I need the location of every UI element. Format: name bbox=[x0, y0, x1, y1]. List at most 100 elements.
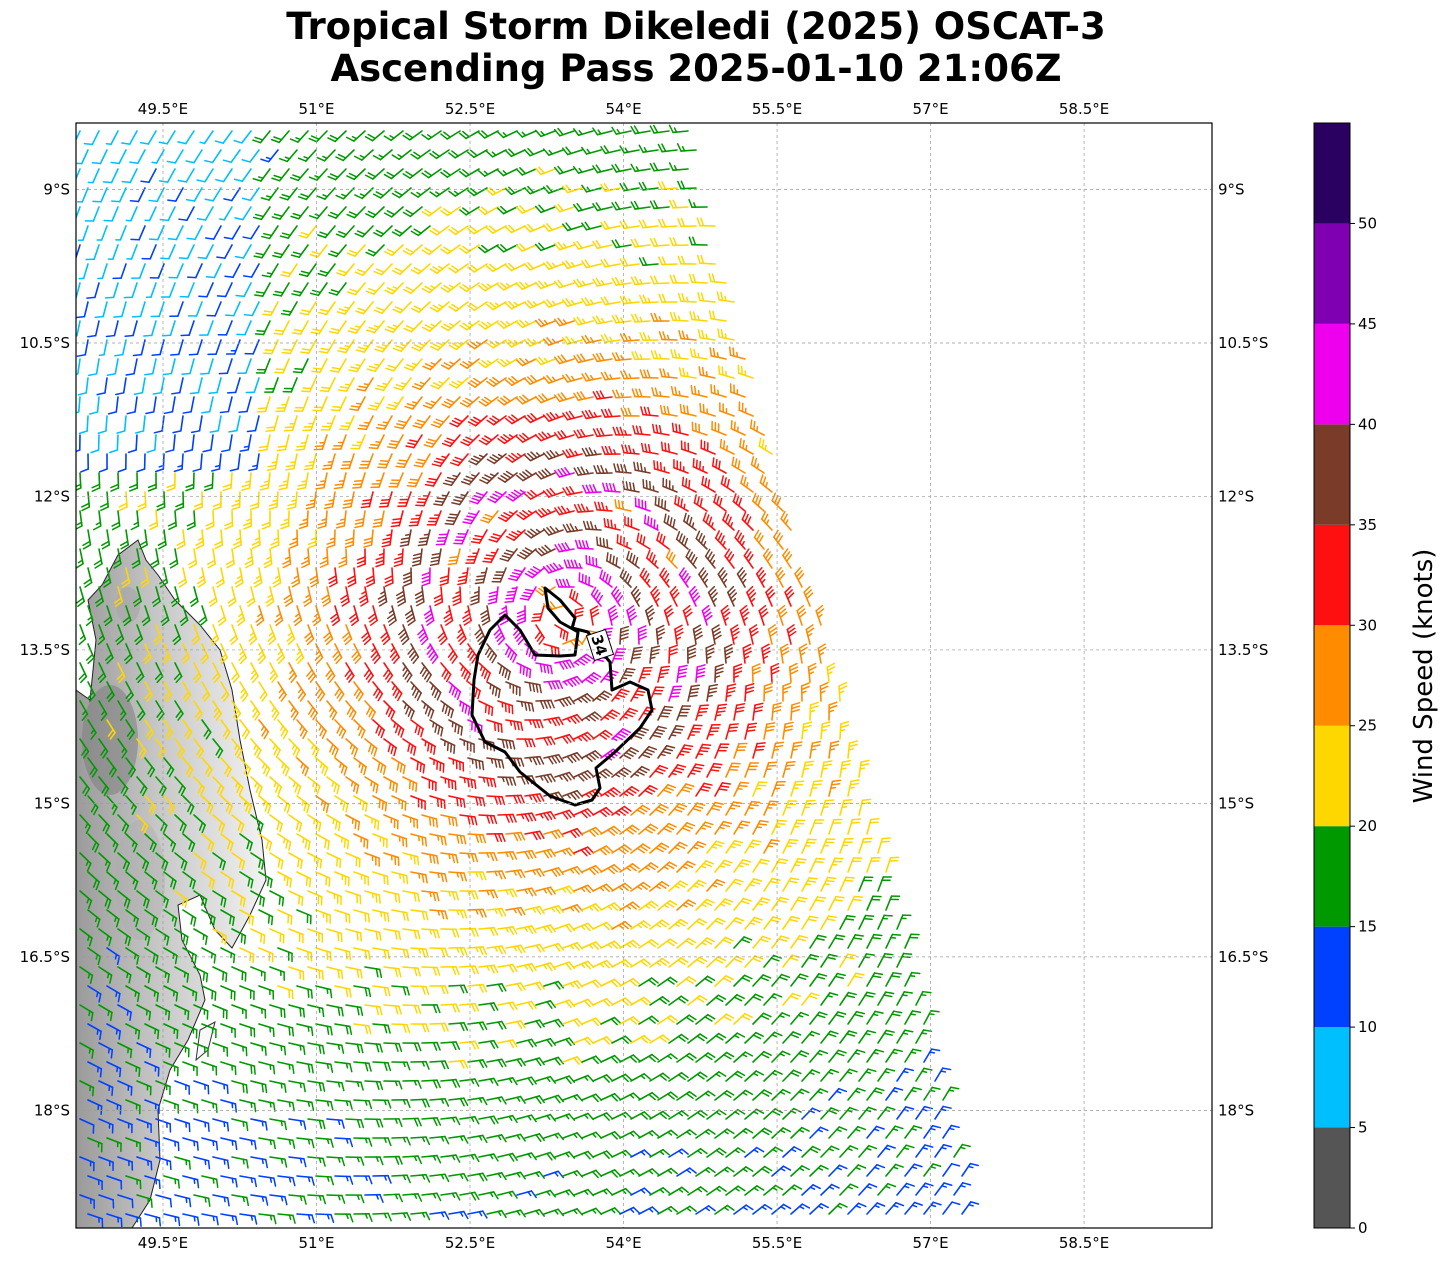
wind-barb bbox=[839, 720, 850, 740]
wind-barb bbox=[125, 1213, 142, 1227]
wind-barb bbox=[866, 1087, 885, 1101]
wind-barb bbox=[839, 759, 852, 778]
wind-barb bbox=[720, 475, 735, 493]
wind-barb bbox=[87, 909, 101, 928]
wind-barb bbox=[462, 510, 480, 525]
wind-barb bbox=[706, 723, 721, 740]
wind-barb bbox=[600, 709, 621, 721]
wind-barb bbox=[581, 221, 602, 231]
wind-barb bbox=[668, 124, 689, 134]
wind-barb bbox=[261, 225, 279, 240]
wind-barb bbox=[239, 909, 255, 926]
wind-barb bbox=[258, 909, 274, 926]
wind-barb bbox=[250, 1194, 269, 1206]
wind-barb bbox=[353, 985, 372, 998]
wind-barb bbox=[281, 339, 298, 355]
wind-barb bbox=[117, 928, 132, 947]
wind-barb bbox=[453, 529, 469, 545]
wind-barb bbox=[125, 757, 136, 778]
wind-barb bbox=[488, 529, 507, 543]
wind-barb bbox=[106, 985, 121, 1003]
wind-barb bbox=[543, 680, 564, 690]
wind-barb bbox=[125, 1023, 141, 1040]
wind-barb bbox=[801, 992, 820, 1006]
wind-barb bbox=[76, 472, 82, 491]
wind-barb bbox=[312, 396, 328, 412]
wind-barb bbox=[440, 282, 461, 293]
wind-barb bbox=[524, 719, 544, 729]
lon-tick-top: 55.5°E bbox=[752, 100, 802, 118]
wind-barb bbox=[220, 795, 233, 815]
wind-barb bbox=[763, 1184, 784, 1196]
wind-barb bbox=[219, 643, 228, 665]
wind-barb bbox=[707, 585, 718, 607]
wind-barb bbox=[752, 1089, 773, 1101]
wind-barb bbox=[235, 282, 252, 298]
wind-barb bbox=[465, 548, 480, 564]
wind-barb bbox=[669, 199, 689, 209]
wind-barb bbox=[942, 1201, 961, 1215]
wind-barb bbox=[201, 1023, 217, 1039]
wind-barb bbox=[429, 149, 450, 160]
wind-barb bbox=[611, 844, 632, 855]
colorbar-tick-label: 50 bbox=[1358, 214, 1377, 232]
wind-barb bbox=[497, 470, 518, 483]
wind-barb bbox=[354, 263, 374, 276]
wind-barb bbox=[307, 700, 319, 721]
wind-barb bbox=[771, 1088, 791, 1101]
wind-barb bbox=[847, 895, 864, 911]
wind-barb bbox=[372, 1099, 392, 1109]
wind-barb bbox=[714, 530, 727, 550]
lon-tick-top: 52.5°E bbox=[445, 100, 495, 118]
wind-barb bbox=[534, 356, 556, 366]
wind-barb bbox=[430, 415, 450, 429]
wind-barb bbox=[174, 1004, 190, 1021]
wind-barb bbox=[201, 1099, 218, 1114]
wind-barb bbox=[318, 339, 336, 354]
wind-barb bbox=[668, 1148, 689, 1158]
wind-barb bbox=[349, 396, 366, 411]
wind-barb bbox=[771, 1127, 792, 1139]
wind-barb bbox=[321, 586, 331, 607]
wind-barb bbox=[592, 921, 614, 931]
wind-barb bbox=[771, 1050, 791, 1063]
wind-barb bbox=[708, 272, 727, 284]
wind-barb bbox=[421, 1192, 442, 1202]
wind-barb bbox=[448, 225, 469, 236]
wind-barb bbox=[334, 1213, 354, 1223]
wind-barb bbox=[866, 856, 881, 873]
wind-barb bbox=[179, 282, 195, 298]
wind-radius-label: 34 bbox=[587, 633, 611, 658]
wind-barb bbox=[554, 923, 576, 933]
wind-barb bbox=[76, 586, 85, 607]
wind-barb bbox=[364, 890, 381, 904]
wind-barb bbox=[896, 952, 913, 968]
wind-barb bbox=[448, 833, 467, 845]
wind-barb bbox=[592, 1112, 614, 1121]
wind-barb bbox=[478, 889, 498, 899]
wind-barb bbox=[315, 1137, 334, 1148]
wind-barb bbox=[143, 643, 152, 665]
wind-barb bbox=[315, 871, 331, 887]
wind-barb bbox=[206, 301, 222, 317]
wind-barb bbox=[364, 1004, 383, 1016]
wind-barb bbox=[442, 472, 461, 487]
wind-barb bbox=[84, 206, 100, 222]
wind-barb bbox=[638, 900, 659, 911]
lon-tick-bottom: 57°E bbox=[913, 1234, 949, 1252]
wind-barb bbox=[809, 896, 827, 911]
wind-barb bbox=[542, 185, 564, 194]
wind-barb bbox=[679, 403, 697, 417]
wind-barb bbox=[771, 702, 782, 721]
wind-barb bbox=[657, 143, 678, 153]
wind-barb bbox=[117, 1118, 133, 1134]
wind-barb bbox=[600, 145, 621, 155]
wind-barb bbox=[126, 244, 138, 260]
wind-barb bbox=[406, 472, 423, 488]
wind-barb bbox=[76, 396, 81, 414]
wind-barb bbox=[125, 1099, 141, 1115]
wind-barb bbox=[410, 1060, 430, 1070]
wind-barb bbox=[383, 1118, 403, 1128]
wind-barb bbox=[515, 394, 537, 405]
wind-barb bbox=[258, 757, 271, 777]
